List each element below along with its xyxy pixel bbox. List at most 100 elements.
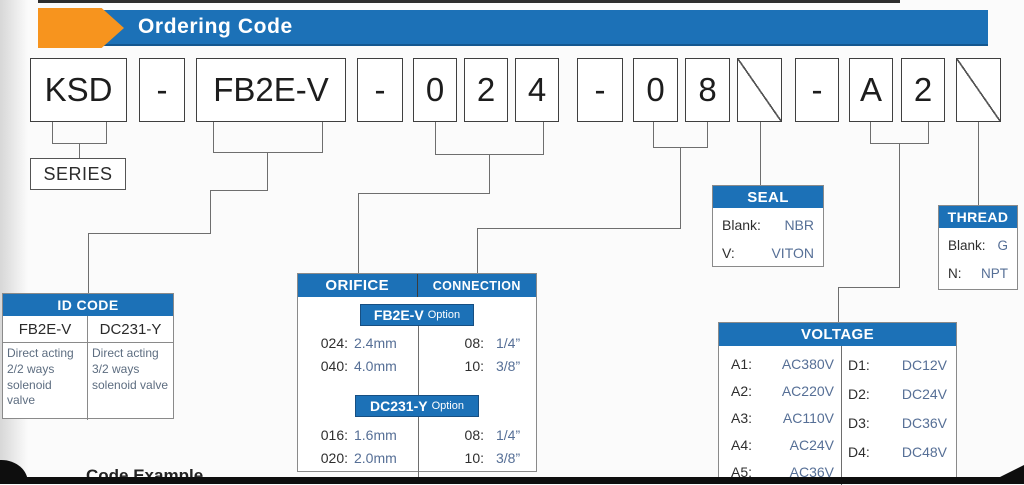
next-section-title: Code Example xyxy=(86,469,336,477)
thread-title: THREAD xyxy=(947,209,1009,225)
seal-row: V: VITON xyxy=(713,239,823,266)
orifice-connection-table: ORIFICE CONNECTION FB2E-V Option 024: 2.… xyxy=(297,273,537,478)
option-badge-fb2ev: FB2E-V Option xyxy=(360,304,474,326)
orifice-code: 040: xyxy=(320,357,348,374)
code-box-series: KSD xyxy=(30,58,127,122)
voltage-row: A2: AC220V xyxy=(719,377,841,404)
series-label: SERIES xyxy=(43,163,113,184)
voltage-code: A1: xyxy=(731,355,753,372)
voltage-value: DC36V xyxy=(901,414,947,431)
next-section-heading-clipped: Code Example xyxy=(86,469,336,477)
connector-series xyxy=(79,143,80,158)
connection-code: 08: xyxy=(464,334,484,351)
connector-connection xyxy=(653,122,654,147)
id-code-table: ID CODE FB2E-V DC231-Y Direct acting 2/2… xyxy=(2,293,174,420)
voltage-dc-column: D1: DC12V D2: DC24V D3: DC36V D4: DC48V xyxy=(842,346,956,485)
voltage-value: AC220V xyxy=(781,382,834,399)
voltage-value: DC48V xyxy=(901,443,947,460)
orifice-connection-row: 024: 2.4mm 08: 1/4” xyxy=(298,331,536,354)
voltage-code: A5: xyxy=(731,463,753,480)
voltage-value: AC36V xyxy=(789,463,834,480)
connection-value: 1/4” xyxy=(496,426,521,443)
thread-row: Blank: G xyxy=(939,230,1017,260)
voltage-code: D4: xyxy=(848,443,870,460)
seal-option-label: V: xyxy=(722,244,735,261)
connector-idcode xyxy=(210,190,211,233)
section-title: Ordering Code xyxy=(138,15,293,38)
orifice-code: 020: xyxy=(320,449,348,466)
voltage-ac-column: A1: AC380V A2: AC220V A3: AC110V A4: AC2… xyxy=(719,346,842,485)
seal-row: Blank: NBR xyxy=(713,210,823,239)
connection-value: 3/8” xyxy=(496,357,521,374)
connection-value: 3/8” xyxy=(496,449,521,466)
page-bottom-edge xyxy=(0,477,1024,484)
voltage-value: AC110V xyxy=(782,409,834,426)
thread-option-value: NPT xyxy=(981,266,1008,281)
voltage-value: DC12V xyxy=(901,356,947,373)
connector-idcode xyxy=(322,122,323,152)
orifice-value: 2.0mm xyxy=(354,449,397,466)
seal-option-value: NBR xyxy=(784,216,814,233)
page-top-edge xyxy=(38,0,900,3)
connector-voltage xyxy=(928,122,929,143)
connector-idcode xyxy=(267,152,268,190)
voltage-code: A4: xyxy=(731,436,753,453)
seal-option-label: Blank: xyxy=(722,216,761,233)
connector-seal xyxy=(760,122,761,185)
id-code-desc-row: Direct acting 2/2 ways solenoid valve Di… xyxy=(3,343,173,420)
connector-connection xyxy=(680,147,681,228)
series-label-box: SERIES xyxy=(30,158,126,190)
connection-code: 08: xyxy=(464,426,484,443)
voltage-code: D2: xyxy=(848,385,870,402)
voltage-code: A3: xyxy=(731,409,753,426)
orifice-connection-row: 040: 4.0mm 10: 3/8” xyxy=(298,354,536,377)
voltage-row: D1: DC12V xyxy=(842,350,956,379)
connector-idcode xyxy=(213,122,214,152)
connection-code: 10: xyxy=(464,449,484,466)
code-box-voltage-1: A xyxy=(849,58,893,122)
thread-row: N: NPT xyxy=(939,260,1017,287)
section-banner: Ordering Code xyxy=(70,10,988,46)
orifice-value: 2.4mm xyxy=(354,334,397,351)
connector-voltage xyxy=(899,143,900,287)
seal-panel: SEAL Blank: NBR V: VITON xyxy=(712,185,824,267)
connector-voltage xyxy=(870,122,871,143)
id-code-description: Direct acting 2/2 ways solenoid valve xyxy=(3,343,88,420)
option-badge-note: Option xyxy=(427,309,461,321)
voltage-code: A2: xyxy=(731,382,753,399)
connector-idcode xyxy=(88,233,211,234)
code-box-idcode: FB2E-V xyxy=(196,58,346,122)
connector-orifice xyxy=(435,122,436,154)
orifice-connection-body: FB2E-V Option 024: 2.4mm 08: 1/4” 040: 4… xyxy=(298,304,536,478)
option-badge-code: FB2E-V xyxy=(373,307,424,323)
id-code-cell: FB2E-V xyxy=(3,316,88,342)
seal-panel-header: SEAL xyxy=(713,186,823,208)
connector-idcode xyxy=(88,233,89,295)
connector-orifice xyxy=(358,193,490,194)
connector-series xyxy=(52,122,53,143)
code-box-thread-slash xyxy=(956,58,1001,122)
thread-panel-header: THREAD xyxy=(939,206,1017,228)
voltage-row: A5: AC36V xyxy=(719,458,841,485)
column-divider xyxy=(418,304,419,478)
voltage-value: AC380V xyxy=(781,355,834,372)
connection-code: 10: xyxy=(464,357,484,374)
code-box-dash: - xyxy=(795,58,839,122)
id-code-description: Direct acting 3/2 ways solenoid valve xyxy=(92,346,169,392)
thread-option-value: G xyxy=(997,237,1008,253)
voltage-row: D2: DC24V xyxy=(842,379,956,408)
option-badge-code: DC231-Y xyxy=(369,398,428,414)
orifice-code: 024: xyxy=(320,334,348,351)
voltage-table: VOLTAGE A1: AC380V A2: AC220V A3: AC110V… xyxy=(718,322,957,485)
id-code-cell: DC231-Y xyxy=(99,320,162,338)
voltage-header: VOLTAGE xyxy=(719,323,956,346)
voltage-code: D3: xyxy=(848,414,870,431)
connector-idcode xyxy=(213,152,323,153)
orifice-header-cell: ORIFICE xyxy=(298,274,418,297)
voltage-title: VOLTAGE xyxy=(800,326,875,343)
voltage-row: A4: AC24V xyxy=(719,431,841,458)
code-box-dash: - xyxy=(577,58,623,122)
thread-option-label: N: xyxy=(948,266,962,281)
option-badge-dc231y: DC231-Y Option xyxy=(355,395,479,417)
code-box-connection-2: 8 xyxy=(685,58,730,122)
